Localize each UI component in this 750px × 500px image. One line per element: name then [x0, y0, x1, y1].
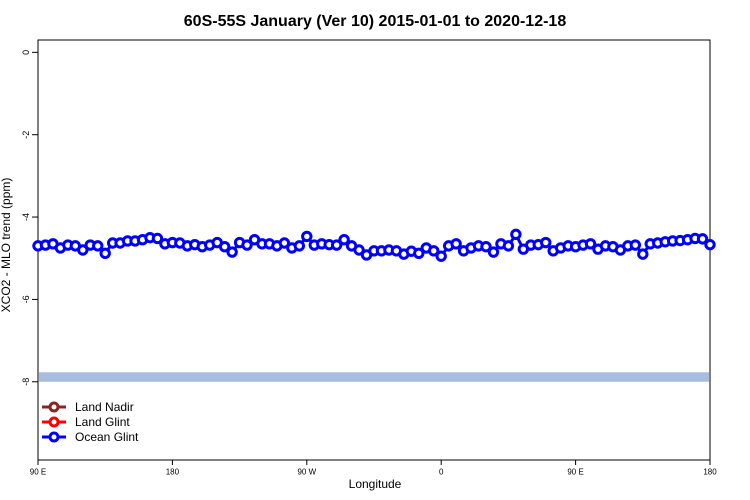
point: [480, 241, 492, 253]
x-tick-label: 180: [166, 468, 180, 477]
y-tick-label: -2: [21, 131, 31, 139]
point: [77, 244, 89, 256]
chart-title: 60S-55S January (Ver 10) 2015-01-01 to 2…: [184, 13, 567, 30]
legend-marker: [48, 401, 60, 413]
point: [353, 244, 365, 256]
point: [584, 238, 597, 250]
legend-marker: [48, 416, 60, 428]
point: [330, 239, 343, 251]
point: [241, 239, 253, 251]
point: [428, 245, 440, 257]
legend-label: Ocean Glint: [75, 430, 139, 444]
point: [637, 248, 649, 260]
point: [435, 250, 447, 262]
x-tick-label: 90 E: [30, 468, 46, 477]
point: [629, 239, 642, 251]
point: [218, 241, 231, 253]
point: [92, 240, 104, 252]
point: [151, 232, 164, 245]
point: [99, 247, 111, 259]
point: [338, 234, 350, 246]
point: [510, 228, 522, 241]
point: [226, 246, 238, 258]
y-tick-label: -4: [21, 213, 31, 221]
x-tick-label: 90 W: [297, 468, 316, 477]
y-tick-label: -6: [21, 295, 31, 303]
legend-label: Land Glint: [75, 415, 130, 429]
point: [502, 240, 515, 252]
point: [293, 240, 306, 252]
x-tick-label: 0: [439, 468, 444, 477]
point: [704, 238, 716, 251]
x-axis-label: Longitude: [349, 477, 402, 491]
reference-band: [39, 372, 709, 382]
point: [540, 236, 552, 249]
y-tick-label: -8: [21, 378, 31, 386]
point: [450, 238, 462, 250]
x-tick-label: 180: [703, 468, 717, 477]
legend-label: Land Nadir: [75, 400, 134, 414]
point: [413, 247, 425, 259]
legend-marker: [48, 431, 60, 443]
y-tick-label: 0: [21, 50, 31, 55]
point: [301, 230, 313, 243]
point: [696, 233, 709, 245]
y-axis-label: XCO2 - MLO trend (ppm): [0, 178, 13, 313]
point: [278, 237, 291, 249]
x-tick-label: 90 E: [567, 468, 583, 477]
point: [487, 246, 500, 258]
